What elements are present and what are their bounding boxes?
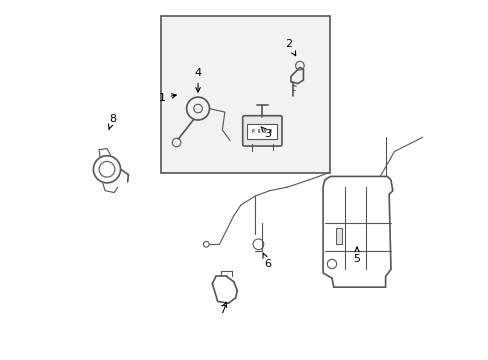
Text: 4: 4	[194, 68, 201, 92]
Text: 5: 5	[353, 247, 360, 264]
FancyBboxPatch shape	[247, 124, 277, 139]
Text: 7: 7	[219, 302, 226, 315]
Text: 2: 2	[285, 39, 295, 56]
FancyBboxPatch shape	[335, 228, 341, 244]
FancyBboxPatch shape	[242, 116, 282, 146]
FancyBboxPatch shape	[160, 16, 329, 173]
Text: 8: 8	[108, 114, 116, 130]
Text: P R N D: P R N D	[252, 129, 272, 134]
Text: 6: 6	[263, 253, 271, 269]
Text: 3: 3	[261, 127, 271, 139]
Text: 1: 1	[159, 93, 176, 103]
